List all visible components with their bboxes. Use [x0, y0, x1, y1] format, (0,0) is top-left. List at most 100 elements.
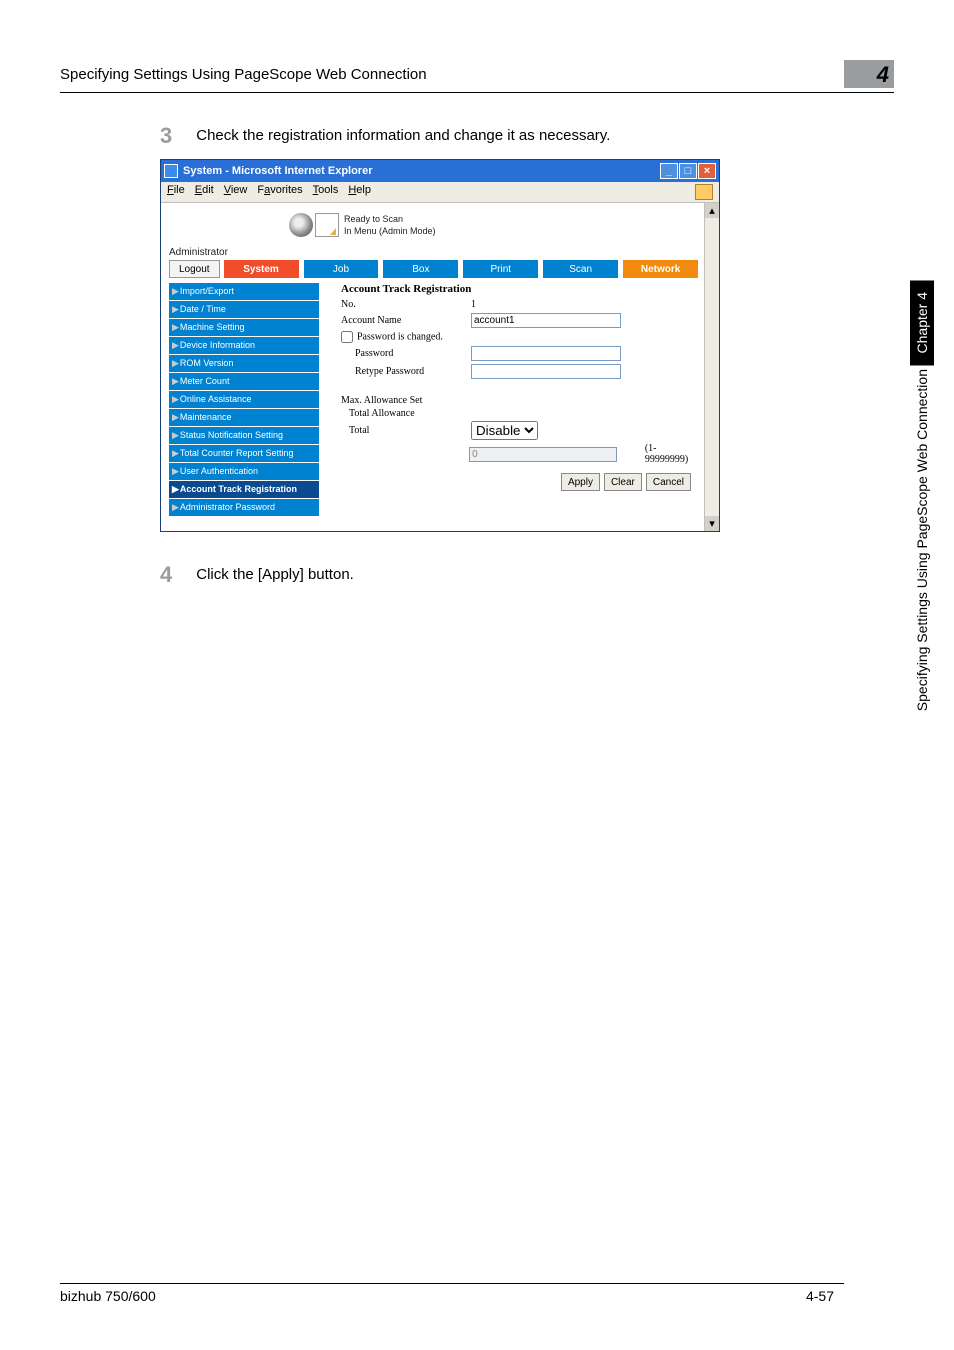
window-title: System - Microsoft Internet Explorer [183, 165, 660, 177]
menu-edit[interactable]: Edit [195, 184, 214, 200]
sidebar-item-import-export[interactable]: ▶Import/Export [169, 283, 319, 301]
menu-view[interactable]: View [224, 184, 248, 200]
tab-job[interactable]: Job [304, 260, 380, 278]
password-input[interactable] [471, 346, 621, 361]
step-3-text: Check the registration information and c… [196, 123, 610, 144]
sidebar-item-label: Date / Time [180, 304, 226, 314]
top-tabs: Logout System Job Box Print Scan Network [169, 260, 699, 278]
total-allowance-label: Total Allowance [341, 408, 471, 419]
window-close-icon[interactable]: × [698, 163, 716, 179]
step-3-number: 3 [160, 123, 172, 149]
step-3: 3 Check the registration information and… [160, 123, 894, 149]
pw-changed-cell: Password is changed. [341, 331, 471, 343]
sidebar-item-device-information[interactable]: ▶Device Information [169, 337, 319, 355]
ie-scrollbar[interactable]: ▴ ▾ [704, 203, 719, 531]
footer-rule [60, 1283, 844, 1284]
pw-changed-checkbox[interactable] [341, 331, 353, 343]
chapter-label: Chapter 4 [910, 280, 934, 365]
total-range-text: (1-99999999) [645, 443, 699, 465]
tab-system[interactable]: System [224, 260, 300, 278]
tab-network[interactable]: Network [623, 260, 699, 278]
sidebar-item-label: Online Assistance [180, 394, 252, 404]
cancel-button[interactable]: Cancel [646, 473, 691, 491]
step-4-number: 4 [160, 562, 172, 588]
triangle-icon: ▶ [172, 376, 179, 386]
max-allowance-heading: Max. Allowance Set [341, 395, 699, 406]
retype-password-label: Retype Password [341, 366, 471, 377]
sidebar-item-label: ROM Version [180, 358, 234, 368]
sidebar-item-user-authentication[interactable]: ▶User Authentication [169, 463, 319, 481]
main-panel: Account Track Registration No. 1 Account… [321, 283, 699, 517]
triangle-icon: ▶ [172, 304, 179, 314]
logout-button[interactable]: Logout [169, 260, 220, 278]
password-label: Password [341, 348, 471, 359]
triangle-icon: ▶ [172, 466, 179, 476]
sidebar-item-account-track-registration[interactable]: ▶Account Track Registration [169, 481, 319, 499]
total-label: Total [341, 425, 471, 436]
sidebar-item-meter-count[interactable]: ▶Meter Count [169, 373, 319, 391]
sidebar-item-status-notification-setting[interactable]: ▶Status Notification Setting [169, 427, 319, 445]
scroll-down-icon[interactable]: ▾ [705, 516, 719, 531]
sidebar-item-label: Administrator Password [180, 502, 275, 512]
tab-scan[interactable]: Scan [543, 260, 619, 278]
triangle-icon: ▶ [172, 286, 179, 296]
scanner-status-icon [289, 213, 313, 237]
sidebar-item-machine-setting[interactable]: ▶Machine Setting [169, 319, 319, 337]
doc-status-icon [315, 213, 339, 237]
step-4-text: Click the [Apply] button. [196, 562, 354, 583]
menu-file[interactable]: File [167, 184, 185, 200]
window-maximize-icon[interactable]: □ [679, 163, 697, 179]
menu-help[interactable]: Help [348, 184, 371, 200]
sidebar-item-label: Import/Export [180, 286, 234, 296]
step-4: 4 Click the [Apply] button. [160, 562, 894, 588]
apply-button[interactable]: Apply [561, 473, 600, 491]
no-value: 1 [471, 299, 476, 310]
sidebar: ▶Import/Export▶Date / Time▶Machine Setti… [169, 283, 319, 517]
sidebar-item-label: Status Notification Setting [180, 430, 283, 440]
sidebar-item-label: Device Information [180, 340, 255, 350]
status-line-2: In Menu (Admin Mode) [344, 225, 436, 237]
sidebar-item-maintenance[interactable]: ▶Maintenance [169, 409, 319, 427]
footer-left: bizhub 750/600 [60, 1288, 156, 1304]
section-vertical-label: Specifying Settings Using PageScope Web … [914, 369, 930, 723]
total-select[interactable]: DisableEnable [471, 421, 538, 440]
panel-heading: Account Track Registration [341, 283, 699, 295]
page-header: Specifying Settings Using PageScope Web … [60, 60, 894, 93]
account-name-input[interactable] [471, 313, 621, 328]
no-label: No. [341, 299, 471, 310]
window-minimize-icon[interactable]: _ [660, 163, 678, 179]
status-line-1: Ready to Scan [344, 213, 436, 225]
sidebar-item-date-time[interactable]: ▶Date / Time [169, 301, 319, 319]
sidebar-item-label: Meter Count [180, 376, 230, 386]
status-area: Ready to Scan In Menu (Admin Mode) [169, 213, 699, 237]
triangle-icon: ▶ [172, 484, 179, 494]
triangle-icon: ▶ [172, 430, 179, 440]
sidebar-item-online-assistance[interactable]: ▶Online Assistance [169, 391, 319, 409]
ie-menubar: File Edit View Favorites Tools Help [161, 182, 719, 203]
sidebar-item-total-counter-report-setting[interactable]: ▶Total Counter Report Setting [169, 445, 319, 463]
sidebar-item-label: Machine Setting [180, 322, 245, 332]
ie-icon [164, 164, 178, 178]
total-number-input[interactable] [469, 447, 617, 462]
sidebar-item-administrator-password[interactable]: ▶Administrator Password [169, 499, 319, 517]
footer-right: 4-57 [806, 1288, 834, 1304]
tab-box[interactable]: Box [383, 260, 459, 278]
scroll-up-icon[interactable]: ▴ [705, 203, 719, 218]
sidebar-item-label: Maintenance [180, 412, 232, 422]
admin-role-label: Administrator [169, 247, 699, 258]
pw-changed-label: Password is changed. [357, 331, 443, 342]
triangle-icon: ▶ [172, 412, 179, 422]
menu-tools[interactable]: Tools [313, 184, 339, 200]
triangle-icon: ▶ [172, 322, 179, 332]
sidebar-item-label: Total Counter Report Setting [180, 448, 294, 458]
retype-password-input[interactable] [471, 364, 621, 379]
triangle-icon: ▶ [172, 448, 179, 458]
triangle-icon: ▶ [172, 340, 179, 350]
clear-button[interactable]: Clear [604, 473, 642, 491]
sidebar-item-rom-version[interactable]: ▶ROM Version [169, 355, 319, 373]
screenshot-window: System - Microsoft Internet Explorer _ □… [160, 159, 720, 532]
tab-print[interactable]: Print [463, 260, 539, 278]
menu-favorites[interactable]: Favorites [257, 184, 302, 200]
window-titlebar[interactable]: System - Microsoft Internet Explorer _ □… [161, 160, 719, 182]
triangle-icon: ▶ [172, 358, 179, 368]
